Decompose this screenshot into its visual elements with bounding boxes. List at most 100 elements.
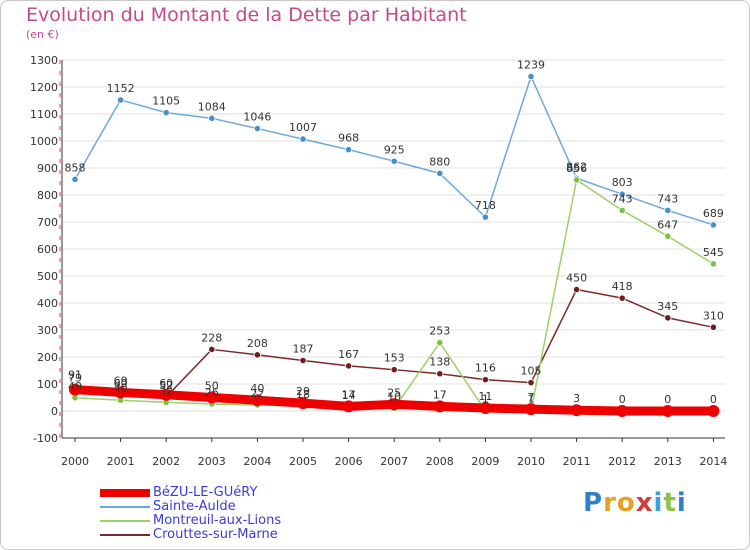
data-point — [253, 124, 261, 133]
data-point — [481, 213, 489, 221]
y-tick-label: 400 — [37, 297, 58, 310]
y-tick-label: 1200 — [30, 81, 58, 94]
logo-letter: P — [583, 488, 604, 518]
data-label: 1152 — [107, 82, 135, 95]
y-tick-label: -100 — [33, 432, 58, 445]
data-point — [114, 386, 127, 399]
data-point — [525, 403, 537, 416]
data-label: 79 — [68, 372, 82, 385]
data-label: 91 — [68, 368, 82, 381]
y-tick-label: 0 — [51, 405, 58, 418]
data-point — [664, 206, 672, 214]
data-point — [709, 260, 718, 268]
data-point — [299, 356, 307, 365]
data-label: 153 — [384, 352, 405, 365]
data-label: 18 — [296, 388, 310, 401]
logo-letter: o — [616, 488, 636, 518]
x-tick-label: 2012 — [608, 455, 636, 468]
x-tick-label: 2011 — [563, 455, 591, 468]
data-point — [344, 362, 353, 370]
data-label: 925 — [384, 143, 405, 156]
data-point — [208, 345, 216, 354]
legend-label-bezu: BéZU-LE-GUéRY — [153, 485, 258, 500]
data-label: 22 — [250, 387, 264, 400]
data-label: 1007 — [289, 121, 317, 134]
data-label: 228 — [201, 331, 222, 344]
data-label: 858 — [65, 161, 86, 174]
data-label: 718 — [475, 199, 496, 212]
series-lines — [69, 72, 720, 417]
data-label: 32 — [159, 384, 173, 397]
data-label: 60 — [114, 377, 128, 390]
data-label: 743 — [657, 192, 678, 205]
x-tick-label: 2001 — [107, 455, 135, 468]
data-label: 689 — [703, 207, 724, 220]
data-label: 1105 — [152, 95, 180, 108]
data-label: 25 — [387, 386, 401, 399]
legend-swatch-bezu — [100, 489, 150, 497]
data-point — [527, 379, 535, 387]
data-point — [162, 109, 170, 117]
data-label: 647 — [657, 218, 678, 231]
grid — [62, 59, 725, 439]
x-tick-label: 2007 — [380, 455, 408, 468]
data-label: 69 — [114, 374, 128, 387]
x-tick-label: 2010 — [517, 455, 545, 468]
y-tick-label: 500 — [37, 270, 58, 283]
logo-letter: i — [653, 488, 664, 518]
data-point — [388, 398, 401, 411]
data-label: 418 — [612, 280, 633, 293]
data-point — [297, 397, 309, 410]
y-axis: -100 0 100 200 300 400 500 600 700 800 900 1000 1100… — [30, 54, 63, 445]
data-label: 116 — [475, 362, 496, 375]
data-label: 105 — [521, 365, 542, 378]
data-label: 49 — [68, 380, 82, 393]
x-axis: 2000 2001 2002 2003 2004 2005 2006 2007 2008 2009… — [61, 437, 727, 468]
data-point — [390, 157, 398, 165]
x-tick-label: 2014 — [699, 455, 727, 468]
data-label: 17 — [433, 388, 447, 401]
data-point — [661, 405, 674, 417]
data-label: 0 — [710, 393, 717, 406]
data-label: 450 — [566, 272, 587, 285]
data-point — [117, 96, 125, 104]
data-label: 3 — [573, 392, 580, 405]
y-tick-label: 1100 — [30, 108, 58, 121]
legend-label-sainte-aulde: Sainte-Aulde — [153, 499, 236, 514]
legend-swatch-crouttes — [100, 534, 150, 536]
data-label: 545 — [703, 246, 724, 259]
data-label: 856 — [566, 162, 587, 175]
legend-label-montreuil: Montreuil-aux-Lions — [153, 513, 282, 528]
data-point — [208, 114, 216, 122]
data-label: 0 — [664, 393, 671, 406]
data-label: 60 — [159, 377, 173, 390]
data-label: 1046 — [243, 111, 271, 124]
y-tick-label: 300 — [37, 324, 58, 337]
data-point — [390, 366, 398, 374]
y-tick-label: 900 — [37, 162, 58, 175]
data-label: 10 — [387, 390, 401, 403]
data-label: 862 — [566, 160, 587, 173]
y-tick-label: 600 — [37, 243, 58, 256]
data-label: 40 — [250, 382, 264, 395]
y-tick-label: 1300 — [30, 54, 58, 67]
logo-letter: r — [603, 488, 617, 518]
data-label: 743 — [612, 192, 633, 205]
data-point — [618, 294, 626, 302]
unit-label: (en €) — [26, 28, 59, 41]
data-label: 1 — [482, 393, 489, 406]
x-tick-label: 2009 — [471, 455, 499, 468]
data-point — [436, 370, 444, 378]
data-label: 11 — [478, 390, 492, 403]
data-point — [527, 72, 535, 81]
data-point — [707, 405, 720, 417]
data-point — [618, 190, 626, 198]
data-label: 253 — [429, 325, 450, 338]
proxiti-logo: Proxiti — [583, 488, 687, 518]
logo-letter: x — [635, 488, 654, 518]
data-point — [299, 135, 307, 143]
y-tick-label: 200 — [37, 351, 58, 364]
legend-swatch-sainte-aulde — [100, 506, 150, 508]
x-tick-label: 2005 — [289, 455, 317, 468]
